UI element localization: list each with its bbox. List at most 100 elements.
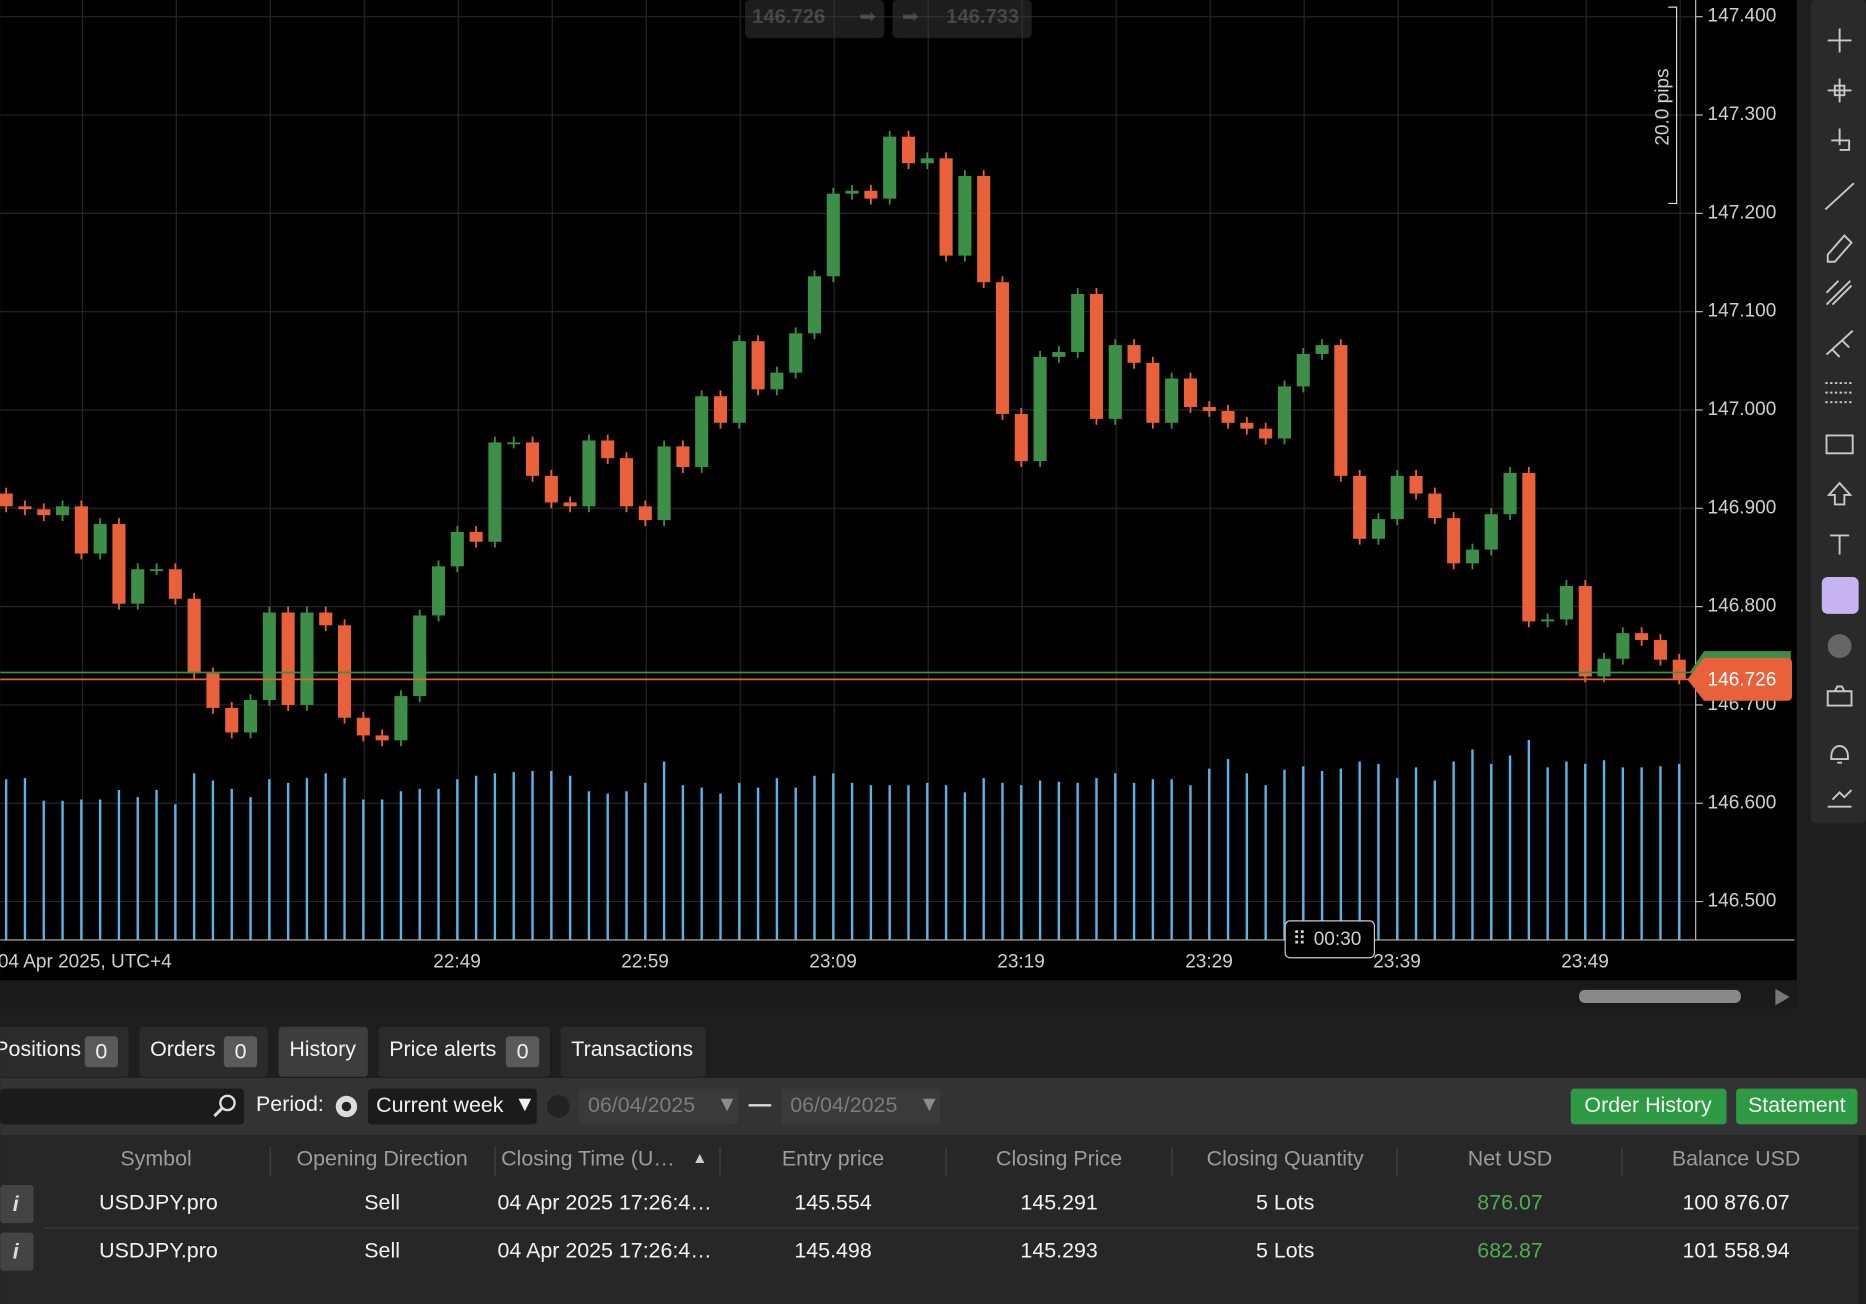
buy-box[interactable] — [892, 0, 1032, 39]
candle-body — [1071, 293, 1085, 352]
candle-body — [431, 566, 446, 616]
candle-body — [356, 717, 370, 736]
candle-body — [0, 493, 13, 507]
search-icon — [219, 1094, 236, 1112]
cell: 5 Lots — [1256, 1191, 1314, 1215]
tool-crosshair[interactable] — [1827, 28, 1852, 53]
tool-arrow[interactable] — [1826, 481, 1853, 506]
x-tick-label: 23:39 — [1373, 952, 1421, 973]
candle-body — [619, 458, 634, 507]
tab-count: 0 — [95, 1040, 107, 1064]
period-select[interactable] — [367, 1088, 537, 1125]
x-tick-label: 23:29 — [1185, 952, 1233, 973]
bracket — [1668, 6, 1678, 205]
cell: 145.291 — [1020, 1191, 1097, 1215]
tab-label: Price alerts — [389, 1037, 496, 1061]
candle-body — [1541, 619, 1555, 622]
candle-body — [695, 396, 709, 468]
tool-settings[interactable] — [1827, 789, 1853, 808]
radio-range[interactable] — [546, 1095, 570, 1118]
bid-quote: 146.726 — [752, 6, 825, 28]
date-to[interactable] — [780, 1088, 941, 1125]
tab[interactable] — [560, 1026, 706, 1077]
candle-body — [1465, 549, 1479, 564]
column-header[interactable]: Entry price — [782, 1147, 884, 1171]
chart-area — [0, 0, 1797, 981]
candle-body — [1108, 345, 1122, 419]
quote-boxes: 146.726 ➡ ➡ 146.733 — [745, 0, 1032, 39]
candle-body — [544, 475, 558, 503]
tool-alert[interactable] — [1830, 745, 1849, 764]
tool-channel[interactable] — [1825, 330, 1854, 358]
tool-text[interactable] — [1830, 534, 1850, 555]
x-tick-label: 23:19 — [997, 952, 1045, 973]
candle-body — [488, 442, 502, 542]
tool-line[interactable] — [1824, 182, 1855, 211]
candle-body — [676, 446, 690, 468]
column-header[interactable]: Closing Quantity — [1207, 1147, 1364, 1171]
cell: 5 Lots — [1256, 1238, 1314, 1262]
candle-body — [375, 735, 389, 741]
candle-body — [1183, 378, 1198, 408]
tool-cross-box[interactable] — [1827, 78, 1852, 103]
tool-pen[interactable] — [1826, 234, 1853, 263]
cell: 100 876.07 — [1683, 1191, 1790, 1215]
candle-body — [93, 524, 107, 554]
candle-body — [657, 446, 671, 521]
candle-body — [958, 175, 972, 256]
cell: 876.07 — [1477, 1191, 1542, 1215]
candle-body — [1503, 472, 1517, 515]
arrow: ➡ — [902, 6, 919, 28]
search-box[interactable] — [0, 1088, 245, 1125]
cell: 145.554 — [794, 1191, 871, 1215]
candle-body — [1089, 293, 1104, 419]
statement-button[interactable] — [1736, 1088, 1858, 1125]
column-header[interactable]: Opening Direction — [296, 1147, 467, 1171]
candle-body — [1033, 356, 1047, 462]
y-tick-label: 147.400 — [1708, 6, 1777, 27]
scroll-thumb[interactable] — [1579, 989, 1741, 1003]
column-header[interactable]: Symbol — [120, 1147, 191, 1171]
column-header[interactable]: Closing Time (U… — [501, 1147, 675, 1171]
y-tick-label: 147.300 — [1708, 104, 1777, 125]
tool-levels[interactable] — [1825, 382, 1854, 404]
candle-body — [1635, 633, 1649, 641]
tab-count: 0 — [235, 1040, 247, 1064]
candle-body — [1559, 585, 1573, 620]
candles — [0, 130, 1696, 747]
column-header[interactable]: Balance USD — [1672, 1147, 1801, 1171]
candle-body — [789, 333, 803, 373]
date-from[interactable] — [578, 1088, 738, 1125]
y-tick-label: 146.600 — [1708, 792, 1777, 813]
tool-marker[interactable] — [1831, 128, 1851, 151]
column-header[interactable]: Net USD — [1468, 1147, 1552, 1171]
sort-arrow: ▲ — [692, 1150, 707, 1167]
scroll-right[interactable] — [1775, 988, 1790, 1006]
range-label: 20.0 pips — [1653, 68, 1674, 145]
candle-body — [56, 506, 70, 516]
info-button[interactable] — [0, 1232, 34, 1271]
tool-fib[interactable] — [1825, 280, 1853, 306]
tool-screenshot[interactable] — [1826, 685, 1853, 707]
info-button[interactable] — [0, 1185, 34, 1224]
scroll-track — [0, 980, 1797, 1009]
period-label: Period: — [256, 1092, 324, 1116]
tool-rectangle[interactable] — [1825, 434, 1854, 455]
candle-body — [1165, 378, 1179, 423]
candle-body — [187, 598, 201, 674]
column-header[interactable]: Closing Price — [996, 1147, 1122, 1171]
button-label: Statement — [1748, 1093, 1846, 1117]
sell-box[interactable] — [745, 0, 885, 39]
color-swatch[interactable] — [1821, 577, 1859, 614]
order-history-button[interactable] — [1570, 1088, 1727, 1125]
candle-body — [732, 341, 746, 423]
cell: USDJPY.pro — [99, 1191, 218, 1215]
candle-body — [995, 282, 1010, 414]
info-icon: i — [13, 1239, 20, 1263]
tab[interactable] — [278, 1026, 368, 1077]
date-to-text: 06/04/2025 — [790, 1093, 897, 1117]
tool-thickness[interactable] — [1827, 634, 1852, 658]
tab-label: Transactions — [571, 1037, 693, 1061]
candle-body — [1597, 658, 1611, 677]
